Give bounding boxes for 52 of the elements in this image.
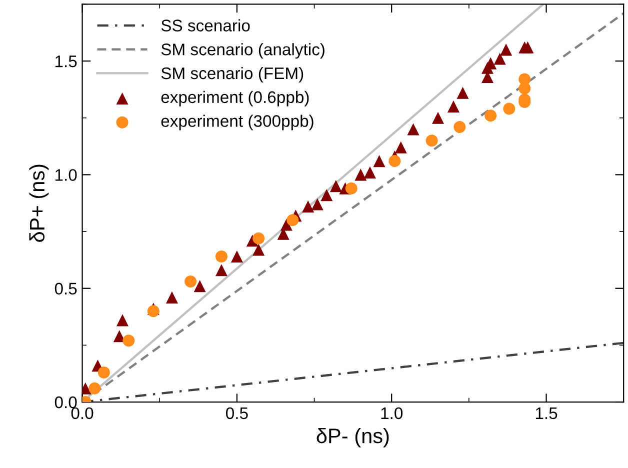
point (286, 214, 299, 226)
y-tick-label: 1.5 (56, 56, 77, 68)
x-tick-label: 1.5 (536, 407, 558, 420)
point (302, 200, 314, 213)
point (456, 86, 469, 99)
point (484, 110, 497, 122)
point (122, 334, 135, 347)
point (432, 112, 444, 124)
point (454, 120, 466, 133)
point (364, 166, 376, 178)
x-tick-label: 0.0 (71, 407, 94, 420)
point (373, 155, 386, 168)
point (311, 198, 324, 210)
point (88, 382, 101, 394)
point (147, 305, 160, 318)
point (503, 102, 516, 115)
point (116, 314, 128, 326)
point (394, 141, 407, 154)
point (194, 280, 206, 292)
point (354, 168, 367, 181)
point (252, 232, 265, 244)
x-tick-label: 0.5 (226, 407, 248, 420)
point (230, 250, 243, 263)
x-axis-title: δP- (ns) (316, 428, 389, 448)
point (426, 134, 438, 147)
point (500, 44, 512, 56)
legend-label: experiment (300ppb) (161, 114, 314, 130)
point (388, 155, 401, 168)
legend-label: experiment (0.6ppb) (161, 90, 309, 106)
point (522, 41, 534, 54)
point (407, 123, 420, 136)
point (98, 366, 110, 378)
point (494, 52, 506, 65)
point (345, 182, 358, 194)
y-tick-label: 0.0 (54, 396, 77, 408)
legend-label: SM scenario (analytic) (161, 43, 324, 59)
y-tick-label: 0.5 (54, 282, 77, 295)
point (320, 189, 333, 202)
point (518, 73, 531, 86)
y-tick-label: 1.0 (56, 169, 77, 181)
point (252, 244, 265, 256)
point (166, 291, 178, 304)
point (215, 264, 228, 276)
point (184, 276, 197, 288)
point (330, 180, 342, 192)
x-tick-label: 1.0 (381, 407, 403, 420)
legend-label: SS scenario (161, 19, 250, 32)
y-axis-title: δP+ (ns) (29, 164, 49, 242)
point (447, 100, 460, 113)
point (280, 218, 292, 231)
point (215, 250, 228, 263)
legend-label: SM scenario (FEM) (161, 66, 304, 82)
